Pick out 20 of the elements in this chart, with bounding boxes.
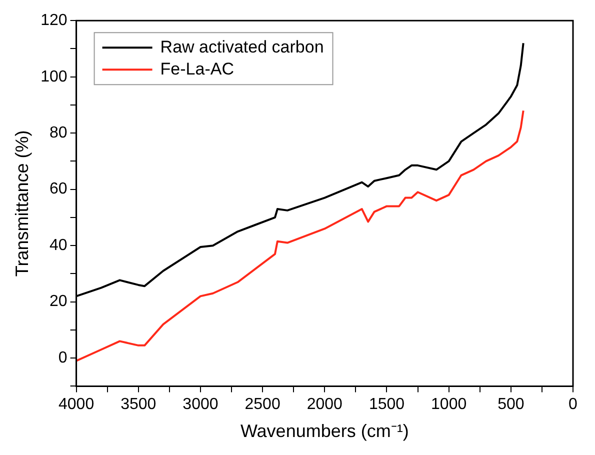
y-tick-label: 60 xyxy=(50,180,68,198)
x-tick-label: 500 xyxy=(498,396,524,414)
y-tick-label: 100 xyxy=(40,68,68,86)
x-axis-title: Wavenumbers (cm⁻¹) xyxy=(240,421,409,442)
x-tick-label: 2500 xyxy=(244,396,280,414)
x-tick-label: 3000 xyxy=(182,396,218,414)
x-tick-label: 2000 xyxy=(306,396,343,414)
y-axis-title: Transmittance (%) xyxy=(12,130,32,277)
y-tick-label: 20 xyxy=(50,293,68,310)
y-tick-label: 40 xyxy=(50,236,68,254)
x-tick-label: 1500 xyxy=(368,396,405,414)
y-tick-label: 80 xyxy=(50,124,68,142)
legend-label: Fe-La-AC xyxy=(160,59,234,78)
y-tick-label: 0 xyxy=(58,349,68,366)
y-tick-label: 120 xyxy=(40,12,68,30)
x-tick-label: 0 xyxy=(568,396,578,414)
x-tick-label: 3500 xyxy=(120,396,156,414)
x-tick-label: 4000 xyxy=(58,396,94,414)
legend-label: Raw activated carbon xyxy=(160,37,324,56)
x-tick-label: 1000 xyxy=(431,396,467,414)
